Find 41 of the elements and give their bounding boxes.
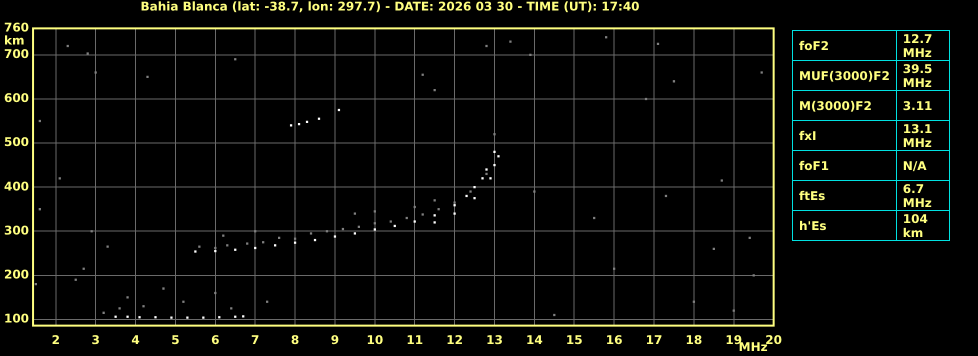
y-tick-label: 500: [4, 135, 30, 150]
x-tick-label: 18: [686, 332, 702, 347]
y-tick-label: 200: [4, 267, 30, 282]
text: fxI: [792, 120, 896, 150]
text: 104 km: [896, 210, 950, 240]
x-tick-label: 15: [566, 332, 583, 347]
x-tick-label: 8: [290, 332, 300, 347]
y-tick-label: 700: [4, 46, 30, 61]
y-tick-label: 100: [4, 312, 30, 326]
x-tick-label: 13: [486, 332, 503, 347]
text: h'Es: [792, 210, 896, 240]
x-tick-label: 10: [366, 332, 384, 347]
text: 13.1 MHz: [896, 120, 950, 150]
y-tick-label: 300: [4, 223, 30, 238]
x-tick-label: 9: [330, 332, 340, 347]
text: M(3000)F2: [792, 90, 896, 120]
text: ftEs: [792, 180, 896, 210]
x-tick-label: 14: [526, 332, 543, 347]
x-tick-label: 7: [251, 332, 260, 347]
text: MUF(3000)F2: [792, 60, 896, 90]
x-tick-label: 17: [646, 332, 662, 347]
text: 3.11: [896, 90, 950, 120]
x-tick-label: 4: [131, 332, 140, 347]
y-tick-label: 760: [4, 20, 30, 35]
chart-title: Bahia Blanca (lat: -38.7, lon: 297.7) - DATE: 2026 03 30 - TIME (UT): 17:40: [140, 0, 640, 14]
x-tick-label: 2: [52, 332, 60, 347]
y-tick-label: 400: [4, 179, 30, 194]
x-tick-label: 11: [406, 332, 424, 347]
text: 6.7 MHz: [896, 180, 950, 210]
x-tick-label: 6: [211, 332, 220, 347]
x-tick-label: 5: [171, 332, 180, 347]
x-tick-label: 16: [606, 332, 622, 347]
x-tick-label: 12: [446, 332, 463, 347]
text: foF1: [792, 150, 896, 180]
text: foF2: [792, 30, 896, 60]
text: N/A: [896, 150, 950, 180]
text: 39.5 MHz: [896, 60, 950, 90]
y-tick-label: 600: [4, 91, 30, 106]
text: 12.7 MHz: [896, 30, 950, 60]
x-tick-label: 3: [91, 332, 100, 347]
y-axis-title: km: [4, 34, 24, 48]
